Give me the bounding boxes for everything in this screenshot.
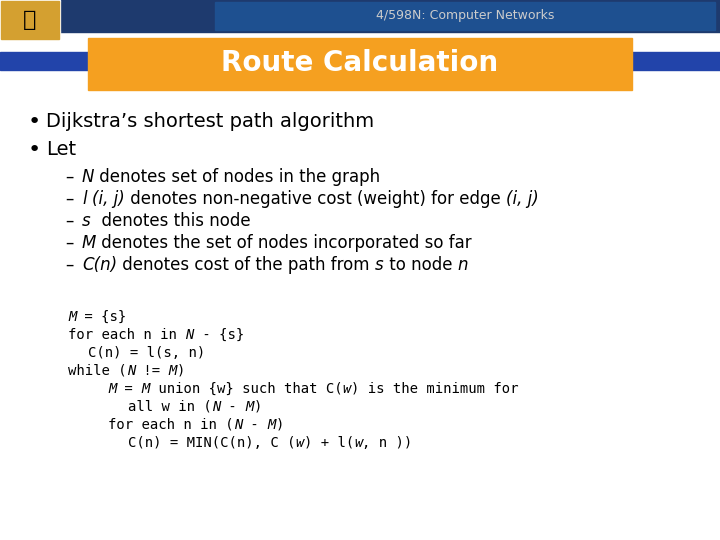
Text: w: w (354, 436, 362, 450)
Text: = {s}: = {s} (76, 310, 127, 324)
Text: •: • (28, 112, 41, 132)
Text: s: s (82, 212, 91, 230)
Text: 🏛: 🏛 (23, 10, 37, 30)
Text: Dijkstra’s shortest path algorithm: Dijkstra’s shortest path algorithm (46, 112, 374, 131)
Text: union {w} such that C(: union {w} such that C( (150, 382, 343, 396)
Text: N: N (233, 418, 242, 432)
Text: N: N (82, 168, 94, 186)
Text: N: N (185, 328, 194, 342)
Text: M: M (108, 382, 117, 396)
Text: (i, j): (i, j) (505, 190, 539, 208)
Text: C(n) = l(s, n): C(n) = l(s, n) (88, 346, 205, 360)
Text: M: M (267, 418, 276, 432)
Text: –: – (65, 212, 73, 230)
Text: ): ) (177, 364, 185, 378)
Text: to node: to node (384, 256, 457, 274)
Text: denotes non-negative cost (weight) for edge: denotes non-negative cost (weight) for e… (125, 190, 505, 208)
Text: ) + l(: ) + l( (304, 436, 354, 450)
Text: N: N (127, 364, 135, 378)
Text: while (: while ( (68, 364, 127, 378)
Text: !=: != (135, 364, 168, 378)
Text: s: s (375, 256, 384, 274)
Bar (215, 2, 715, 30)
Text: Let: Let (46, 140, 76, 159)
Text: , n )): , n )) (362, 436, 413, 450)
Text: M: M (142, 382, 150, 396)
Bar (1, 1, 59, 39)
Bar (0, 52, 88, 70)
Text: (i, j): (i, j) (92, 190, 125, 208)
Text: M: M (68, 310, 76, 324)
Text: –: – (65, 190, 73, 208)
Text: C(n): C(n) (82, 256, 117, 274)
Text: C(n) = MIN(C(n), C (: C(n) = MIN(C(n), C ( (128, 436, 295, 450)
Text: M: M (246, 400, 253, 414)
Text: denotes this node: denotes this node (91, 212, 251, 230)
Text: Route Calculation: Route Calculation (222, 49, 498, 77)
Text: all w in (: all w in ( (128, 400, 212, 414)
Text: denotes cost of the path from: denotes cost of the path from (117, 256, 375, 274)
Text: N: N (212, 400, 220, 414)
Text: - {s}: - {s} (194, 328, 244, 342)
Text: w: w (295, 436, 304, 450)
Text: for each n in: for each n in (68, 328, 185, 342)
Text: 4/598N: Computer Networks: 4/598N: Computer Networks (376, 10, 554, 23)
Text: –: – (65, 256, 73, 274)
Text: ): ) (276, 418, 284, 432)
Text: –: – (65, 168, 73, 186)
Bar (0, 0, 720, 32)
Text: M: M (82, 234, 96, 252)
Text: n: n (457, 256, 468, 274)
Text: -: - (220, 400, 246, 414)
Text: M: M (168, 364, 177, 378)
Bar (62, 2, 207, 30)
Bar (0, 0, 60, 40)
Text: for each n in (: for each n in ( (108, 418, 233, 432)
Bar (632, 52, 720, 70)
Text: –: – (65, 234, 73, 252)
Bar (88, 38, 632, 90)
Text: =: = (117, 382, 142, 396)
Text: denotes the set of nodes incorporated so far: denotes the set of nodes incorporated so… (96, 234, 472, 252)
Text: ): ) (253, 400, 262, 414)
Text: w: w (343, 382, 351, 396)
Text: denotes set of nodes in the graph: denotes set of nodes in the graph (94, 168, 380, 186)
Text: -: - (242, 418, 267, 432)
Text: •: • (28, 140, 41, 160)
Text: ) is the minimum for: ) is the minimum for (351, 382, 518, 396)
Text: l: l (82, 190, 86, 208)
